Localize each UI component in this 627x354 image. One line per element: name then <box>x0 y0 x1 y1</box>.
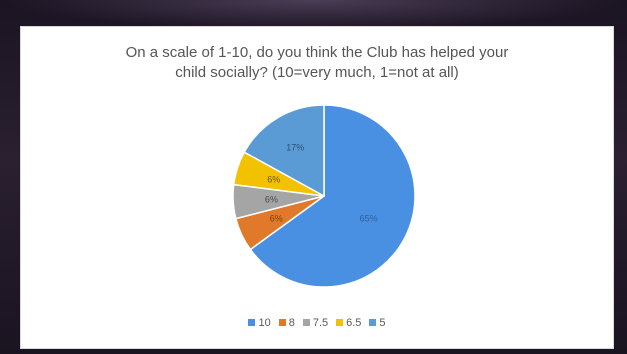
legend-swatch <box>278 319 286 326</box>
data-label-7-5: 6% <box>265 194 278 204</box>
legend-item-8: 8 <box>278 317 295 329</box>
data-label-10: 65% <box>360 214 378 224</box>
chart-title-line-1: On a scale of 1-10, do you think the Clu… <box>125 44 509 61</box>
legend-swatch <box>302 319 310 326</box>
legend-item-6-5: 6.5 <box>336 317 361 329</box>
legend-label: 7.5 <box>312 317 329 329</box>
chart-title-line-2: child socially? (10=very much, 1=not at … <box>175 64 459 81</box>
data-label-6-5: 6% <box>267 175 280 185</box>
legend-label: 10 <box>258 317 271 329</box>
legend-label: 6.5 <box>346 317 362 329</box>
pie-slice-10 <box>249 104 416 288</box>
legend-label: 5 <box>379 317 386 329</box>
background-glow <box>0 0 627 30</box>
legend-swatch <box>369 319 377 326</box>
data-label-8: 6% <box>270 213 283 223</box>
chart-card: On a scale of 1-10, do you think the Clu… <box>20 26 614 349</box>
chart-legend: 10 8 7.5 6.5 5 <box>21 317 613 329</box>
pie-chart: 65% 6% 6% 6% 17% <box>232 104 416 288</box>
chart-title: On a scale of 1-10, do you think the Clu… <box>21 43 613 83</box>
legend-label: 8 <box>288 317 295 329</box>
legend-item-7-5: 7.5 <box>302 317 329 329</box>
legend-swatch <box>248 319 256 326</box>
legend-item-5: 5 <box>369 317 386 329</box>
legend-swatch <box>336 319 344 326</box>
pie-slice-5 <box>243 104 325 198</box>
data-label-5: 17% <box>286 142 304 152</box>
legend-item-10: 10 <box>248 317 271 329</box>
